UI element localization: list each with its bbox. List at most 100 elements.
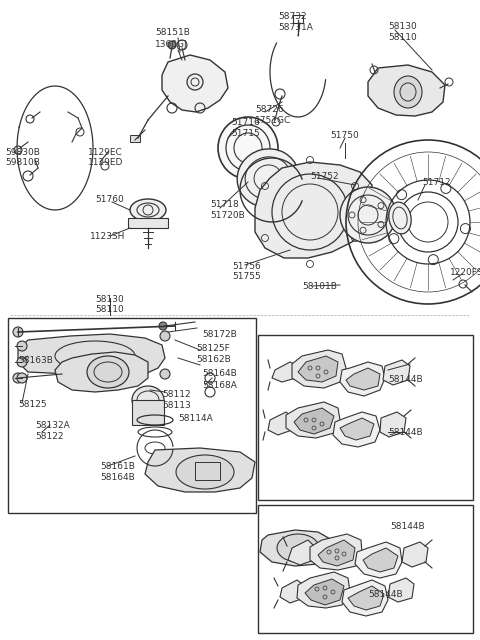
Polygon shape (402, 542, 428, 567)
Ellipse shape (130, 199, 166, 221)
Text: 58168A: 58168A (202, 381, 237, 390)
Bar (132, 400, 164, 425)
Polygon shape (380, 412, 406, 437)
Polygon shape (348, 586, 384, 610)
Circle shape (159, 322, 167, 330)
Text: 58172B: 58172B (202, 330, 237, 339)
Text: 51752: 51752 (310, 172, 338, 181)
Bar (293, 15, 303, 23)
Ellipse shape (132, 386, 164, 414)
Polygon shape (18, 334, 165, 376)
Polygon shape (260, 530, 332, 566)
Polygon shape (162, 55, 228, 112)
Polygon shape (272, 362, 298, 382)
Circle shape (17, 373, 27, 383)
Text: 51756: 51756 (232, 262, 261, 271)
Text: 51750: 51750 (330, 131, 359, 140)
Polygon shape (340, 362, 385, 396)
Text: 58163B: 58163B (18, 356, 53, 365)
Text: 58113: 58113 (162, 401, 191, 410)
Ellipse shape (87, 356, 129, 388)
Polygon shape (340, 418, 374, 440)
Text: 58144B: 58144B (390, 522, 425, 531)
Text: 58132A: 58132A (35, 421, 70, 430)
Text: 58162B: 58162B (196, 355, 231, 364)
Polygon shape (342, 580, 388, 616)
Bar (258, 335, 473, 500)
Text: 58125F: 58125F (196, 344, 230, 353)
Text: 58731A: 58731A (278, 23, 313, 32)
Ellipse shape (176, 455, 234, 489)
Polygon shape (305, 579, 344, 605)
Circle shape (168, 41, 176, 49)
Text: 58164B: 58164B (100, 473, 135, 482)
Text: 1129ED: 1129ED (88, 158, 123, 167)
Circle shape (340, 187, 396, 243)
Ellipse shape (237, 149, 299, 207)
Ellipse shape (389, 202, 411, 234)
Text: 51755: 51755 (232, 272, 261, 281)
Polygon shape (355, 542, 402, 578)
Text: 51760: 51760 (95, 195, 124, 204)
Text: 58144B: 58144B (388, 428, 422, 437)
Text: 58110: 58110 (388, 33, 417, 42)
Polygon shape (388, 578, 414, 602)
Polygon shape (298, 356, 338, 382)
Circle shape (160, 369, 170, 379)
Polygon shape (292, 350, 346, 388)
Text: 58144B: 58144B (368, 590, 403, 599)
Text: 58151B: 58151B (155, 28, 190, 37)
Text: 51716: 51716 (231, 118, 260, 127)
Text: 58130: 58130 (388, 22, 417, 31)
Polygon shape (268, 412, 294, 435)
Polygon shape (297, 572, 350, 608)
Text: 51712: 51712 (422, 178, 451, 187)
Bar (258, 505, 473, 633)
Circle shape (13, 373, 23, 383)
Polygon shape (286, 402, 340, 438)
Circle shape (17, 357, 27, 367)
Bar (195, 462, 220, 480)
Text: 1129EC: 1129EC (88, 148, 123, 157)
Text: 58101B: 58101B (302, 282, 337, 291)
Polygon shape (55, 352, 148, 392)
Polygon shape (346, 368, 380, 390)
Polygon shape (280, 580, 305, 603)
Polygon shape (294, 408, 334, 434)
Circle shape (17, 341, 27, 351)
Circle shape (13, 327, 23, 337)
Text: 58122: 58122 (35, 432, 63, 441)
Text: 58161B: 58161B (100, 462, 135, 471)
Polygon shape (368, 65, 445, 116)
Text: 59830B: 59830B (5, 148, 40, 157)
Ellipse shape (394, 76, 422, 108)
Bar (8, 318, 256, 513)
Text: 1360GJ: 1360GJ (155, 40, 188, 49)
Circle shape (160, 331, 170, 341)
Polygon shape (288, 540, 316, 565)
Text: 58144B: 58144B (388, 375, 422, 384)
Text: 1220FS: 1220FS (450, 268, 480, 277)
Text: 58112: 58112 (162, 390, 191, 399)
Polygon shape (318, 540, 355, 566)
Text: 58125: 58125 (18, 400, 47, 409)
Text: 58114A: 58114A (178, 414, 213, 423)
Text: 59810B: 59810B (5, 158, 40, 167)
Text: 1123SH: 1123SH (90, 232, 125, 241)
Ellipse shape (277, 534, 319, 562)
Text: 58130: 58130 (95, 295, 124, 304)
Polygon shape (255, 162, 372, 258)
Text: 51720B: 51720B (210, 211, 245, 220)
Text: 1751GC: 1751GC (255, 116, 291, 125)
Polygon shape (310, 534, 362, 570)
Polygon shape (333, 412, 380, 447)
Text: 51715: 51715 (231, 129, 260, 138)
Polygon shape (383, 360, 410, 385)
Text: 58164B: 58164B (202, 369, 237, 378)
Text: 58732: 58732 (278, 12, 307, 21)
Bar (128, 218, 168, 228)
Polygon shape (145, 448, 255, 492)
Text: 51718: 51718 (210, 200, 239, 209)
Text: 58110: 58110 (95, 305, 124, 314)
Bar (130, 135, 140, 142)
